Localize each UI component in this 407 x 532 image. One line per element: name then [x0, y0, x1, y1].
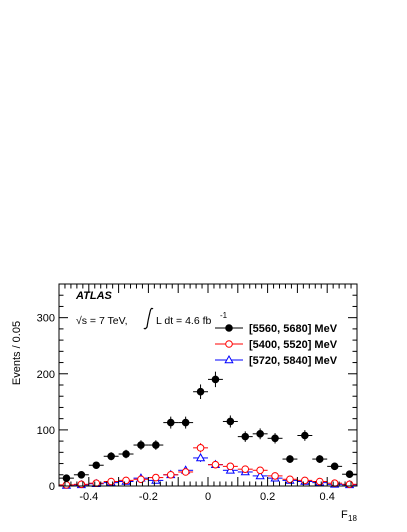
data-point: [122, 450, 130, 458]
data-point: [330, 462, 339, 471]
data-point: [226, 417, 235, 426]
legend-entry: [5560, 5680] MeV: [215, 323, 338, 335]
energy-text: √s = 7 TeV,: [76, 315, 128, 327]
legend: [5560, 5680] MeV [5400, 5520] MeV [5720, 5…: [215, 323, 338, 367]
data-point: [107, 477, 115, 486]
luminosity-text: L dt = 4.6 fb: [156, 315, 212, 327]
y-tick-label: 200: [37, 369, 55, 381]
data-point: [345, 470, 354, 479]
legend-entry: [5400, 5520] MeV: [215, 339, 338, 351]
x-axis-title-subscript: 18: [348, 514, 357, 523]
legend-marker: [225, 324, 233, 332]
luminosity-exponent: -1: [220, 311, 228, 320]
y-axis-title: Events / 0.05: [11, 321, 23, 385]
axes-layer: -0.4 -0.2 0 0.2 0.4 0 100 200 300: [37, 283, 358, 503]
data-point: [77, 480, 86, 489]
data-point: [62, 474, 71, 482]
y-tick-label: 0: [49, 481, 55, 493]
data-point: [77, 470, 86, 479]
series-[5560, 5680] MeV: [59, 371, 357, 482]
legend-marker: [224, 354, 234, 364]
legend-entry: [5720, 5840] MeV: [215, 354, 338, 367]
x-tick-label: 0.2: [260, 491, 275, 503]
x-tick-label: 0.4: [320, 491, 335, 503]
data-point: [301, 431, 309, 440]
data-point: [345, 480, 354, 489]
data-point: [211, 460, 220, 469]
x-tick-label: -0.4: [79, 491, 98, 503]
data-point: [196, 444, 205, 452]
data-point: [196, 387, 205, 396]
data-point: [137, 475, 145, 484]
integral-symbol: [143, 307, 154, 330]
data-point: [152, 441, 160, 449]
data-point: [301, 476, 309, 485]
data-point: [122, 476, 130, 485]
data-point: [166, 470, 175, 479]
data-point: [271, 434, 279, 443]
legend-label: [5720, 5840] MeV: [249, 355, 338, 367]
x-tick-label: 0: [205, 491, 211, 503]
y-tick-label: 100: [37, 425, 55, 437]
data-point: [256, 430, 264, 438]
data-point: [286, 475, 294, 484]
y-tick-label: 300: [37, 313, 55, 325]
data-point: [255, 470, 265, 480]
data-point: [315, 477, 324, 486]
experiment-label: ATLAS: [75, 290, 113, 302]
data-point: [62, 481, 71, 489]
data-point: [241, 465, 250, 473]
x-tick-label: -0.2: [139, 491, 158, 503]
legend-marker: [225, 340, 233, 348]
plot-layer: [59, 371, 357, 489]
data-point: [166, 418, 175, 427]
data-point: [92, 461, 101, 470]
data-point: [137, 441, 145, 449]
data-point: [315, 455, 324, 463]
x-axis-title: F: [341, 509, 348, 521]
data-point: [181, 418, 190, 427]
data-point: [107, 452, 115, 461]
data-point: [286, 455, 294, 463]
text-layer: ATLAS √s = 7 TeV, L dt = 4.6 fb -1 Event…: [11, 290, 357, 523]
data-point: [152, 473, 160, 482]
data-point: [226, 462, 235, 471]
data-point: [271, 472, 279, 480]
data-point: [195, 452, 206, 462]
legend-label: [5560, 5680] MeV: [249, 323, 338, 335]
legend-label: [5400, 5520] MeV: [249, 339, 338, 351]
data-point: [181, 468, 190, 476]
data-point: [211, 375, 220, 384]
data-point: [256, 466, 264, 475]
data-point: [241, 432, 250, 441]
